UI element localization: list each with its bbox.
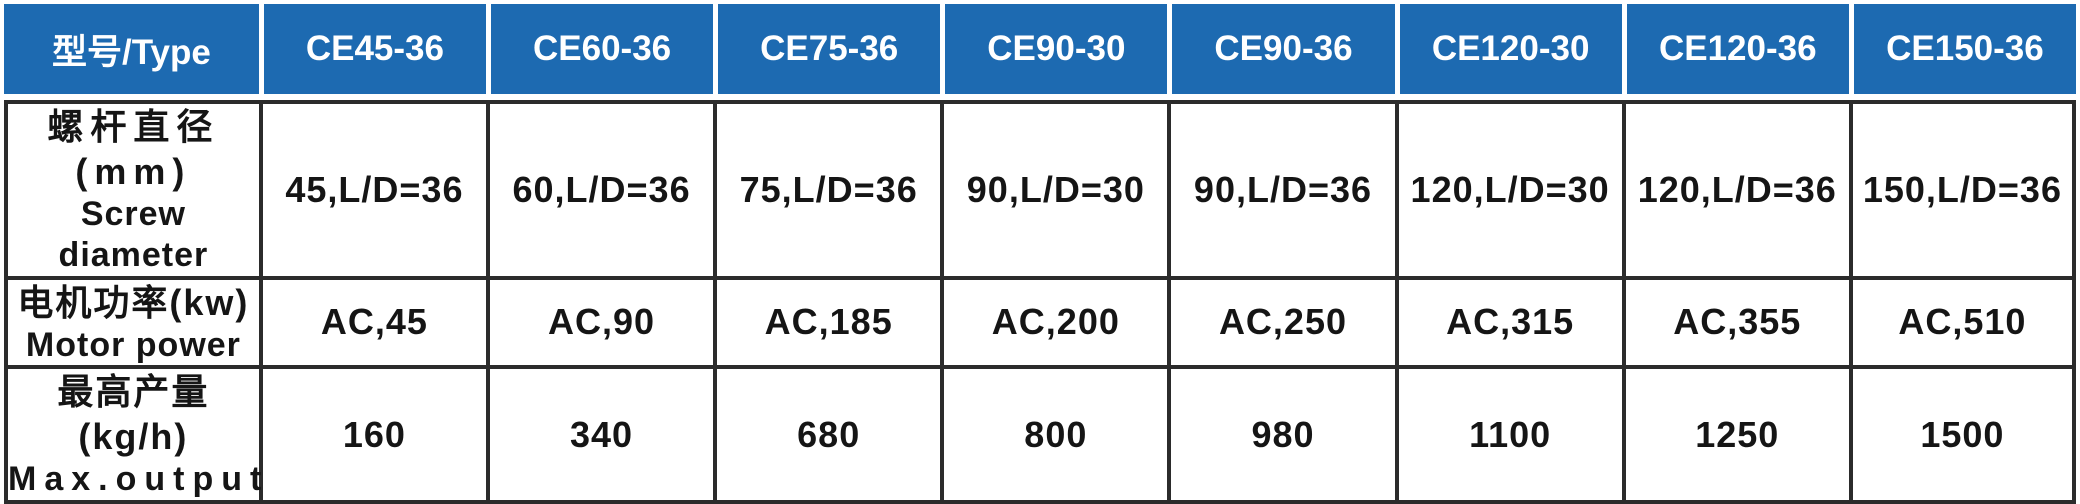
table-cell: 160 — [258, 365, 486, 504]
spec-table: 型号/Type CE45-36 CE60-36 CE75-36 CE90-30 CE90-… — [4, 4, 2076, 504]
table-cell: 120,L/D=30 — [1394, 100, 1622, 276]
table-cell: 90,L/D=30 — [940, 100, 1168, 276]
table-cell: AC,185 — [713, 275, 941, 366]
column-header: CE60-36 — [485, 4, 714, 100]
table-cell: AC,510 — [1848, 275, 2076, 366]
table-cell: 340 — [485, 365, 714, 504]
table-cell: 45,L/D=36 — [258, 100, 486, 276]
row-label-zh: 螺杆直径(mm) — [47, 106, 220, 192]
table-cell: 1100 — [1394, 365, 1622, 504]
table-cell: AC,355 — [1621, 275, 1849, 366]
table-row: 电机功率(kw) Motor power AC,45 AC,90 AC,185 AC,20… — [4, 275, 2076, 366]
column-header: CE120-30 — [1394, 4, 1622, 100]
table-cell: 800 — [940, 365, 1168, 504]
row-label: 最高产量(kg/h) Max.output — [4, 365, 270, 504]
table-cell: AC,315 — [1394, 275, 1622, 366]
table-cell: 1500 — [1848, 365, 2076, 504]
header-row: 型号/Type CE45-36 CE60-36 CE75-36 CE90-30 CE90-… — [4, 4, 2076, 100]
table-cell: AC,200 — [940, 275, 1168, 366]
spec-table-canvas: 型号/Type CE45-36 CE60-36 CE75-36 CE90-30 CE90-… — [4, 4, 2076, 504]
table-cell: AC,90 — [485, 275, 714, 366]
row-label: 螺杆直径(mm) Screw diameter — [4, 100, 259, 276]
table-cell: 90,L/D=36 — [1167, 100, 1395, 276]
corner-header-type: 型号/Type — [4, 4, 259, 100]
table-cell: AC,45 — [258, 275, 486, 366]
table-cell: 980 — [1167, 365, 1395, 504]
column-header: CE90-30 — [940, 4, 1168, 100]
row-label-zh: 电机功率(kw) — [17, 281, 250, 323]
table-row: 最高产量(kg/h) Max.output 160 340 680 800 980 1100 1… — [4, 365, 2076, 504]
row-label-en: Max.output — [8, 460, 270, 499]
row-label-en: Screw diameter — [58, 195, 209, 274]
table-cell: AC,250 — [1167, 275, 1395, 366]
table-cell: 60,L/D=36 — [485, 100, 714, 276]
table-cell: 150,L/D=36 — [1848, 100, 2076, 276]
row-label: 电机功率(kw) Motor power — [4, 275, 259, 366]
table-cell: 75,L/D=36 — [713, 100, 941, 276]
column-header: CE75-36 — [713, 4, 941, 100]
column-header: CE45-36 — [258, 4, 486, 100]
row-label-en: Motor power — [25, 325, 241, 364]
table-cell: 120,L/D=36 — [1621, 100, 1849, 276]
table-cell: 1250 — [1621, 365, 1849, 504]
column-header: CE150-36 — [1848, 4, 2076, 100]
table-head: 型号/Type CE45-36 CE60-36 CE75-36 CE90-30 CE90-… — [4, 4, 2076, 100]
column-header: CE90-36 — [1167, 4, 1395, 100]
table-cell: 680 — [713, 365, 941, 504]
table-body: 螺杆直径(mm) Screw diameter 45,L/D=36 60,L/D=36… — [4, 100, 2076, 504]
row-label-zh: 最高产量(kg/h) — [57, 371, 210, 458]
column-header: CE120-36 — [1621, 4, 1849, 100]
table-row: 螺杆直径(mm) Screw diameter 45,L/D=36 60,L/D=36… — [4, 100, 2076, 276]
